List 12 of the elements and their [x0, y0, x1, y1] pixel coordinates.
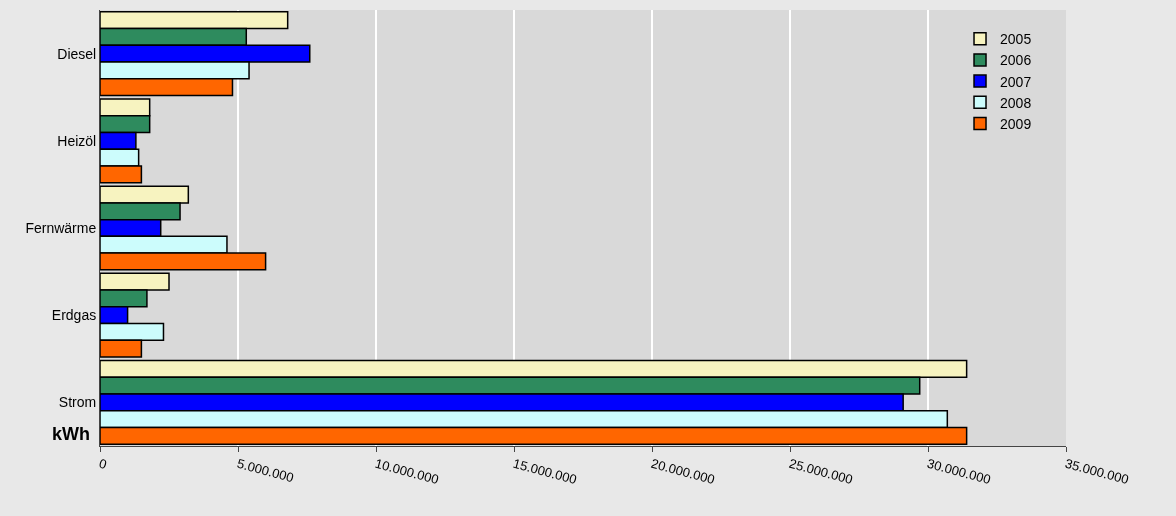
legend-label: 2005 — [1000, 31, 1032, 48]
legend-label: 2007 — [1000, 73, 1032, 90]
legend-label: 2006 — [1000, 52, 1032, 69]
y-tick-label: Heizöl — [57, 132, 97, 149]
y-tick-label: Fernwärme — [25, 219, 97, 236]
y-tick-label: Diesel — [57, 45, 97, 62]
legend-label: 2008 — [1000, 94, 1032, 111]
x-tick-label: 0 — [97, 455, 109, 473]
y-tick-label: Erdgas — [51, 307, 97, 324]
y-tick-label: Strom — [58, 394, 97, 411]
y-axis-title: kWh — [52, 424, 90, 444]
legend-label: 2009 — [1000, 115, 1032, 132]
